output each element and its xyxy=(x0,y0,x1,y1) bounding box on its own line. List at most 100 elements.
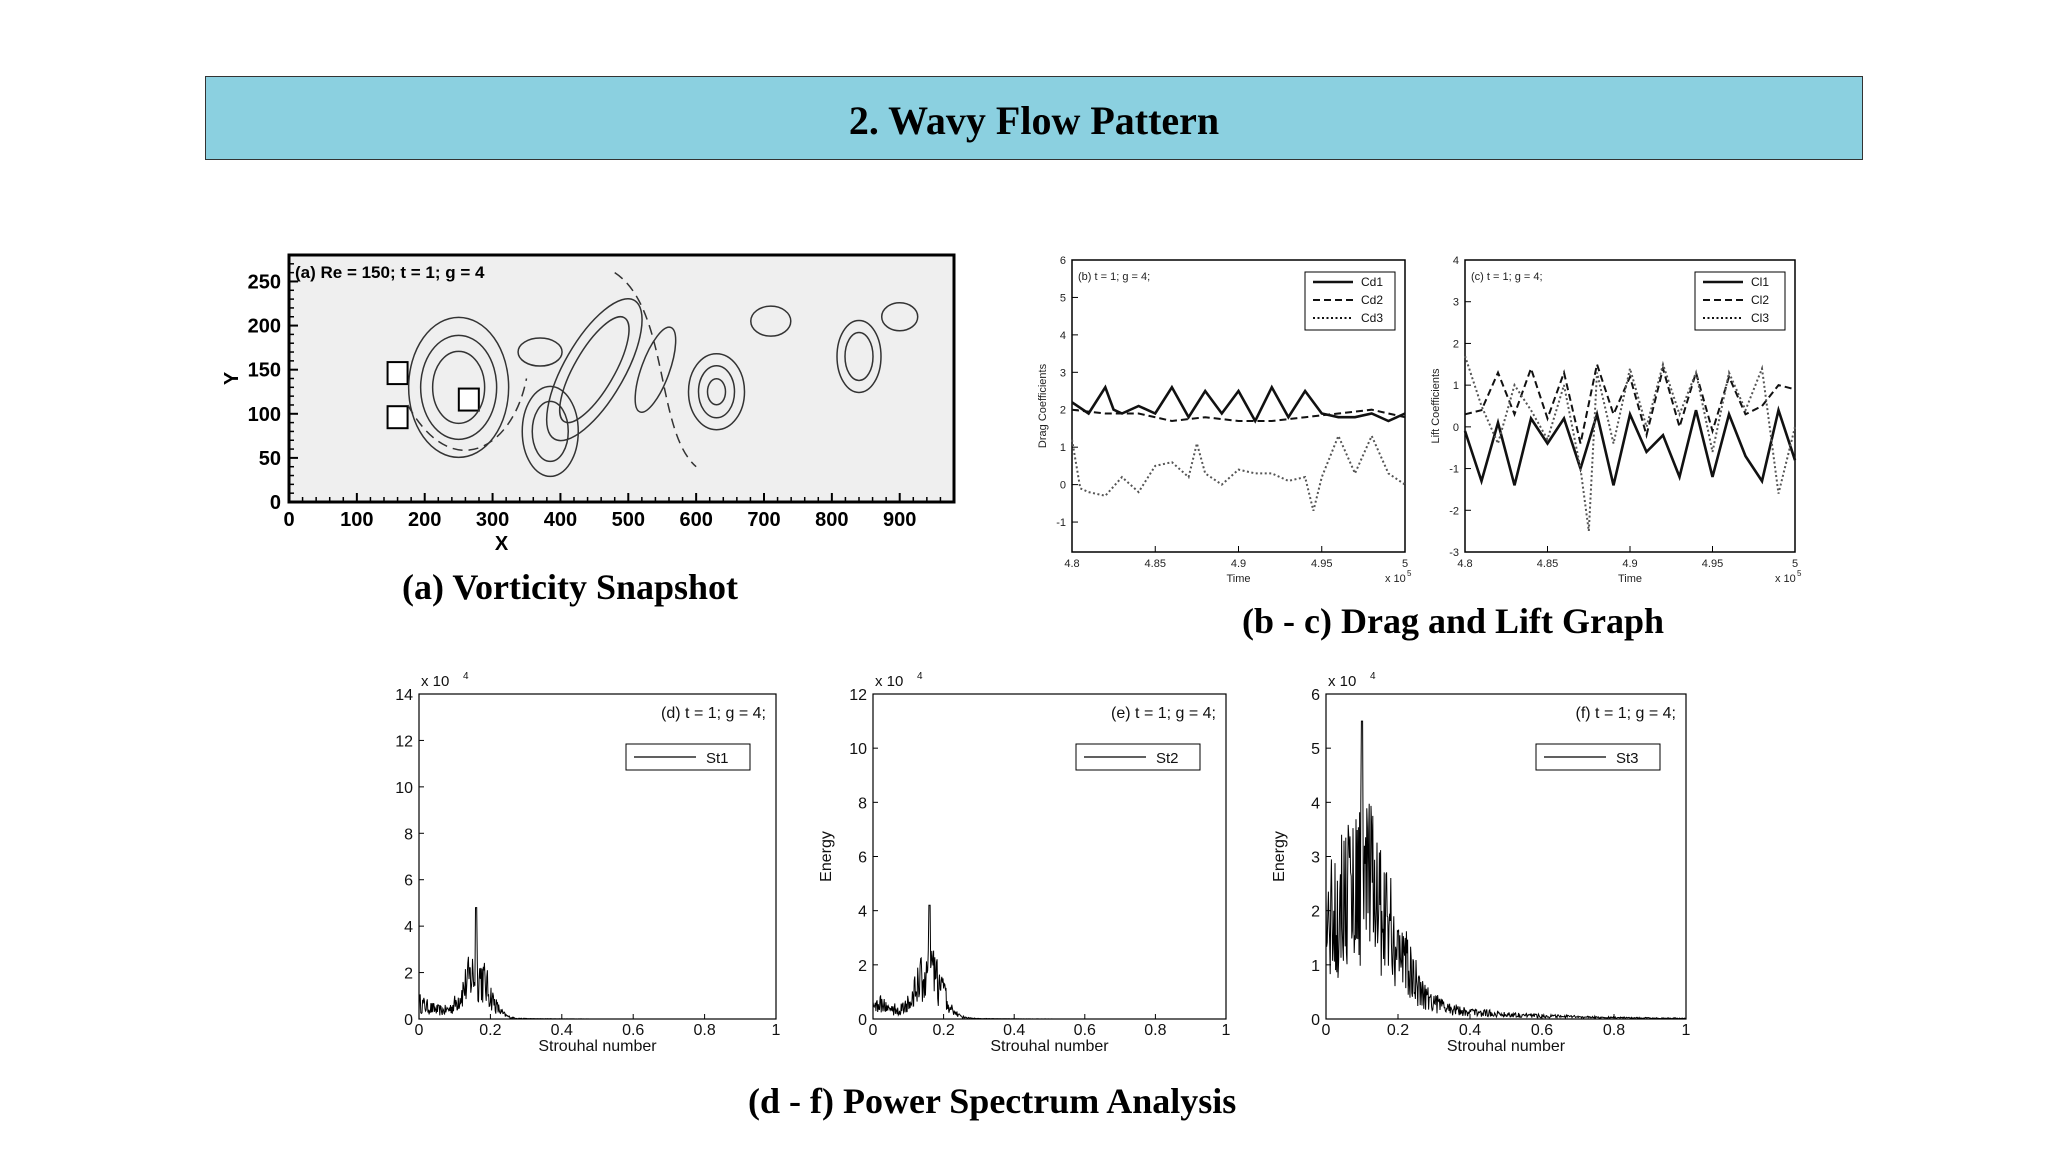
x-tick-label: 4.8 xyxy=(1064,558,1079,570)
y-tick-label: 10 xyxy=(849,741,867,758)
y-tick-label: 4 xyxy=(404,919,413,936)
x-tick-label: 300 xyxy=(476,509,509,531)
vorticity-contour xyxy=(517,337,563,367)
y-tick-label: 6 xyxy=(1060,255,1066,267)
y-tick-label: 6 xyxy=(858,850,867,867)
vorticity-contour xyxy=(531,400,569,463)
y-tick-label: 4 xyxy=(1060,330,1066,342)
chart-f-spectrum: 0 0.2 0.4 0.6 0.8 1 0 1 2 3 4 5 6 x 10 4 Strouhal numbe… xyxy=(1271,671,1691,1055)
vorticity-contour xyxy=(836,319,882,394)
y-tick-label: 0 xyxy=(1453,422,1459,434)
legend-label: Cl2 xyxy=(1751,293,1769,307)
x-tick-label: 4.85 xyxy=(1145,558,1166,570)
y-tick-label: 250 xyxy=(248,271,281,293)
caption-a: (a) Vorticity Snapshot xyxy=(402,567,739,607)
x-tick-label: 900 xyxy=(883,509,916,531)
legend-label: Cl1 xyxy=(1751,275,1769,289)
y-multiplier: x 10 xyxy=(1328,673,1356,690)
x-multiplier: x 10 xyxy=(1385,573,1406,585)
vorticity-contour xyxy=(880,302,919,332)
legend-label: St2 xyxy=(1156,750,1179,767)
x-axis-label: Strouhal number xyxy=(990,1038,1109,1055)
x-tick-label: 0 xyxy=(1322,1022,1331,1039)
y-tick-label: 8 xyxy=(404,826,413,843)
y-tick-label: 100 xyxy=(248,404,281,426)
y-tick-label: 2 xyxy=(1311,904,1320,921)
cylinder-square xyxy=(386,361,409,386)
x-axis-label: Strouhal number xyxy=(538,1038,657,1055)
vorticity-contour-negative xyxy=(407,378,528,451)
y-tick-label: 0 xyxy=(270,492,281,514)
y-tick-label: 1 xyxy=(1453,380,1459,392)
vorticity-contour xyxy=(558,316,630,424)
y-multiplier-exp: 4 xyxy=(1370,671,1376,682)
y-tick-label: 12 xyxy=(395,733,413,750)
x-tick-label: 1 xyxy=(1682,1022,1691,1039)
y-tick-label: 4 xyxy=(1311,795,1320,812)
y-tick-label: 0 xyxy=(858,1012,867,1029)
x-tick-label: 800 xyxy=(815,509,848,531)
y-tick-label: 1 xyxy=(1311,958,1320,975)
y-tick-label: 4 xyxy=(1453,255,1459,267)
x-axis-label: Time xyxy=(1226,573,1250,585)
y-tick-label: 5 xyxy=(1060,292,1066,304)
y-tick-label: 12 xyxy=(849,687,867,704)
legend-label: Cd3 xyxy=(1361,311,1383,325)
x-tick-label: 4.8 xyxy=(1457,558,1472,570)
y-tick-label: 1 xyxy=(1060,442,1066,454)
plot-annotation: (d) t = 1; g = 4; xyxy=(661,705,766,722)
cylinder-square xyxy=(386,405,409,430)
vorticity-contour xyxy=(687,352,746,431)
x-tick-label: 0.2 xyxy=(479,1022,501,1039)
y-tick-label: -3 xyxy=(1449,547,1459,559)
x-tick-label: 1 xyxy=(1222,1022,1231,1039)
y-tick-label: 0 xyxy=(1060,480,1066,492)
x-tick-label: 0.8 xyxy=(693,1022,715,1039)
y-tick-label: 2 xyxy=(404,966,413,983)
slide-title-bar: 2. Wavy Flow Pattern xyxy=(205,76,1863,160)
y-tick-label: 2 xyxy=(1060,405,1066,417)
x-tick-label: 700 xyxy=(747,509,780,531)
y-tick-label: 6 xyxy=(1311,687,1320,704)
y-axis-label: Y xyxy=(221,371,243,385)
caption-df: (d - f) Power Spectrum Analysis xyxy=(748,1081,1237,1121)
series-line-cd2 xyxy=(1071,408,1406,423)
slide-title: 2. Wavy Flow Pattern xyxy=(848,97,1220,143)
plot-annotation: (e) t = 1; g = 4; xyxy=(1111,705,1216,722)
y-axis-label: Energy xyxy=(1271,831,1288,882)
x-multiplier-exp: 5 xyxy=(1407,569,1412,578)
y-tick-label: 2 xyxy=(858,958,867,975)
y-tick-label: 8 xyxy=(858,795,867,812)
x-tick-label: 0.2 xyxy=(1387,1022,1409,1039)
plot-frame xyxy=(1325,693,1687,1020)
vorticity-contour xyxy=(697,364,736,419)
y-tick-label: 4 xyxy=(858,904,867,921)
x-tick-label: 600 xyxy=(679,509,712,531)
vorticity-contour xyxy=(545,298,643,442)
y-tick-label: 6 xyxy=(404,873,413,890)
plot-annotation: (c) t = 1; g = 4; xyxy=(1471,271,1543,283)
x-tick-label: 200 xyxy=(408,509,441,531)
y-tick-label: -1 xyxy=(1056,517,1066,529)
x-multiplier: x 10 xyxy=(1775,573,1796,585)
x-tick-label: 4.9 xyxy=(1231,558,1246,570)
y-tick-label: 2 xyxy=(1453,338,1459,350)
plot-annotation: (a) Re = 150; t = 1; g = 4 xyxy=(295,263,485,282)
vorticity-contour xyxy=(431,350,486,425)
x-multiplier-exp: 5 xyxy=(1797,569,1802,578)
y-tick-label: -2 xyxy=(1449,505,1459,517)
plot-annotation: (b) t = 1; g = 4; xyxy=(1078,271,1150,283)
series-line-cd1 xyxy=(1071,384,1406,424)
x-axis-label: Time xyxy=(1618,573,1642,585)
y-multiplier-exp: 4 xyxy=(463,671,469,682)
caption-bc: (b - c) Drag and Lift Graph xyxy=(1242,601,1664,641)
y-axis-label: Energy xyxy=(818,831,835,882)
vorticity-contour xyxy=(634,326,677,413)
y-tick-label: 3 xyxy=(1060,367,1066,379)
x-tick-label: 400 xyxy=(544,509,577,531)
plot-annotation: (f) t = 1; g = 4; xyxy=(1576,705,1677,722)
series-line-st2 xyxy=(872,904,1226,1020)
x-tick-label: 4.9 xyxy=(1622,558,1637,570)
x-tick-label: 4.95 xyxy=(1311,558,1332,570)
